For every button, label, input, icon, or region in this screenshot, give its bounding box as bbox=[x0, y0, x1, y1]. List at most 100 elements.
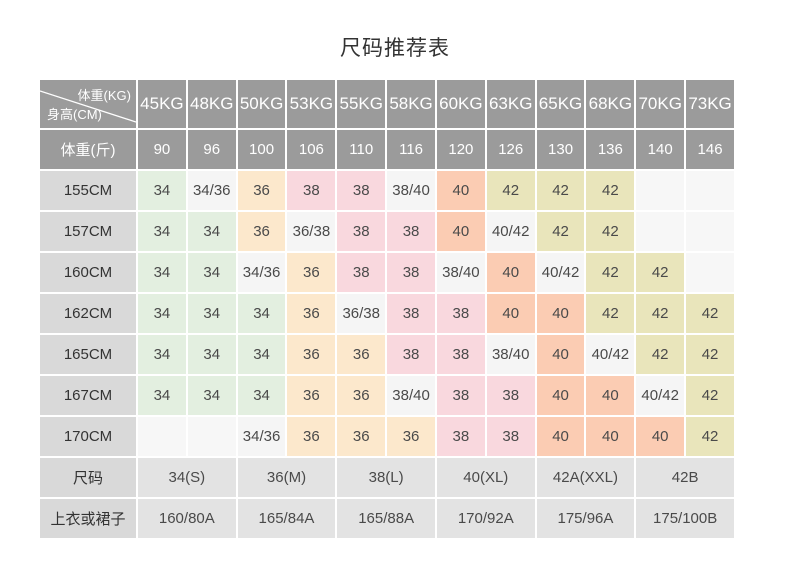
size-cell: 38 bbox=[486, 417, 535, 456]
size-code-cell-1: 36(M) bbox=[237, 458, 336, 497]
weight-jin-cell-5: 116 bbox=[387, 130, 435, 169]
corner-cell: 体重(KG) 身高(CM) bbox=[40, 80, 136, 128]
size-cell: 42 bbox=[636, 294, 685, 333]
size-cell bbox=[636, 171, 685, 210]
size-cell: 36 bbox=[287, 417, 336, 456]
size-cell: 40 bbox=[486, 253, 535, 292]
size-cell: 36 bbox=[337, 335, 386, 374]
height-row-160cm: 160CM 34 34 34/36 36 38 38 38/40 40 40/42 42 42 bbox=[40, 253, 734, 292]
size-cell bbox=[138, 417, 186, 456]
size-cell: 34 bbox=[138, 171, 186, 210]
size-cell: 38 bbox=[387, 294, 435, 333]
size-code-cell-5: 42B bbox=[636, 458, 734, 497]
size-cell: 38 bbox=[387, 335, 435, 374]
height-row-157cm: 157CM 34 34 36 36/38 38 38 40 40/42 42 42 bbox=[40, 212, 734, 251]
height-row-165cm: 165CM 34 34 34 36 36 38 38 38/40 40 40/42 42 42 bbox=[40, 335, 734, 374]
weight-kg-header-11: 73KG bbox=[686, 80, 734, 128]
weight-jin-cell-2: 100 bbox=[237, 130, 286, 169]
height-label: 170CM bbox=[40, 417, 136, 456]
size-cell: 34 bbox=[187, 335, 236, 374]
size-cell: 34 bbox=[187, 212, 236, 251]
size-cell: 38 bbox=[387, 253, 435, 292]
size-cell: 42 bbox=[586, 212, 635, 251]
weight-jin-cell-10: 140 bbox=[636, 130, 685, 169]
weight-jin-label: 体重(斤) bbox=[40, 130, 136, 169]
size-cell: 34 bbox=[237, 376, 286, 415]
height-row-155cm: 155CM 34 34/36 36 38 38 38/40 40 42 42 42 bbox=[40, 171, 734, 210]
size-cell: 34 bbox=[138, 294, 186, 333]
header-row-jin: 体重(斤) 90 96 100 106 110 116 120 126 130 136 140 146 bbox=[40, 130, 734, 169]
height-label: 167CM bbox=[40, 376, 136, 415]
garment-cell-5: 175/100B bbox=[636, 499, 734, 538]
size-cell: 40/42 bbox=[636, 376, 685, 415]
size-cell: 40 bbox=[586, 376, 635, 415]
weight-jin-cell-4: 110 bbox=[337, 130, 386, 169]
size-cell: 42 bbox=[536, 171, 585, 210]
size-cell: 38/40 bbox=[486, 335, 535, 374]
weight-kg-header-10: 70KG bbox=[636, 80, 685, 128]
weight-jin-cell-6: 120 bbox=[436, 130, 485, 169]
size-cell bbox=[636, 212, 685, 251]
size-cell: 42 bbox=[586, 171, 635, 210]
corner-weight-kg-label: 体重(KG) bbox=[77, 88, 131, 103]
weight-kg-header-9: 68KG bbox=[586, 80, 635, 128]
weight-kg-header-4: 55KG bbox=[337, 80, 386, 128]
height-row-162cm: 162CM 34 34 34 36 36/38 38 38 40 40 42 42 42 bbox=[40, 294, 734, 333]
height-label: 165CM bbox=[40, 335, 136, 374]
size-code-cell-2: 38(L) bbox=[337, 458, 435, 497]
size-cell: 42 bbox=[586, 253, 635, 292]
size-cell: 38 bbox=[287, 171, 336, 210]
height-label: 162CM bbox=[40, 294, 136, 333]
size-cell bbox=[187, 417, 236, 456]
size-cell: 38 bbox=[337, 212, 386, 251]
size-cell: 34 bbox=[187, 253, 236, 292]
size-cell: 34 bbox=[187, 376, 236, 415]
weight-jin-cell-8: 130 bbox=[536, 130, 585, 169]
size-cell: 38 bbox=[387, 212, 435, 251]
size-code-cell-3: 40(XL) bbox=[436, 458, 535, 497]
size-cell: 36 bbox=[287, 335, 336, 374]
garment-row: 上衣或裙子 160/80A 165/84A 165/88A 170/92A 175/96A… bbox=[40, 499, 734, 538]
size-cell: 42 bbox=[536, 212, 585, 251]
size-cell: 40 bbox=[536, 376, 585, 415]
size-cell: 38 bbox=[436, 376, 485, 415]
size-cell: 38/40 bbox=[387, 376, 435, 415]
size-cell: 38/40 bbox=[387, 171, 435, 210]
weight-kg-header-0: 45KG bbox=[138, 80, 186, 128]
size-cell: 40/42 bbox=[586, 335, 635, 374]
page-title: 尺码推荐表 bbox=[340, 37, 450, 60]
size-cell: 38/40 bbox=[436, 253, 485, 292]
size-cell bbox=[686, 212, 734, 251]
corner-height-cm-label: 身高(CM) bbox=[47, 107, 102, 122]
size-cell: 34/36 bbox=[237, 417, 286, 456]
size-cell: 34 bbox=[138, 253, 186, 292]
garment-cell-2: 165/88A bbox=[337, 499, 435, 538]
size-cell: 36 bbox=[237, 171, 286, 210]
size-cell: 42 bbox=[686, 417, 734, 456]
size-cell bbox=[686, 171, 734, 210]
weight-kg-header-1: 48KG bbox=[187, 80, 236, 128]
size-cell: 38 bbox=[337, 171, 386, 210]
size-cell: 34 bbox=[138, 335, 186, 374]
diagonal-divider bbox=[40, 90, 136, 123]
size-code-row: 尺码 34(S) 36(M) 38(L) 40(XL) 42A(XXL) 42B bbox=[40, 458, 734, 497]
size-cell: 42 bbox=[686, 335, 734, 374]
size-cell: 40 bbox=[536, 294, 585, 333]
weight-kg-header-5: 58KG bbox=[387, 80, 435, 128]
garment-cell-3: 170/92A bbox=[436, 499, 535, 538]
size-table: 体重(KG) 身高(CM) 45KG 48KG 50KG 53KG 55KG 58KG 60KG… bbox=[38, 78, 736, 540]
size-cell: 40 bbox=[436, 212, 485, 251]
size-cell: 38 bbox=[337, 253, 386, 292]
size-cell: 38 bbox=[436, 417, 485, 456]
size-cell: 34/36 bbox=[187, 171, 236, 210]
size-code-cell-0: 34(S) bbox=[138, 458, 236, 497]
size-cell: 34 bbox=[237, 335, 286, 374]
garment-cell-4: 175/96A bbox=[536, 499, 635, 538]
size-cell: 34 bbox=[138, 376, 186, 415]
weight-jin-cell-7: 126 bbox=[486, 130, 535, 169]
size-cell bbox=[686, 253, 734, 292]
size-cell: 36/38 bbox=[287, 212, 336, 251]
size-cell: 34 bbox=[187, 294, 236, 333]
size-cell: 40 bbox=[486, 294, 535, 333]
size-cell: 34 bbox=[237, 294, 286, 333]
